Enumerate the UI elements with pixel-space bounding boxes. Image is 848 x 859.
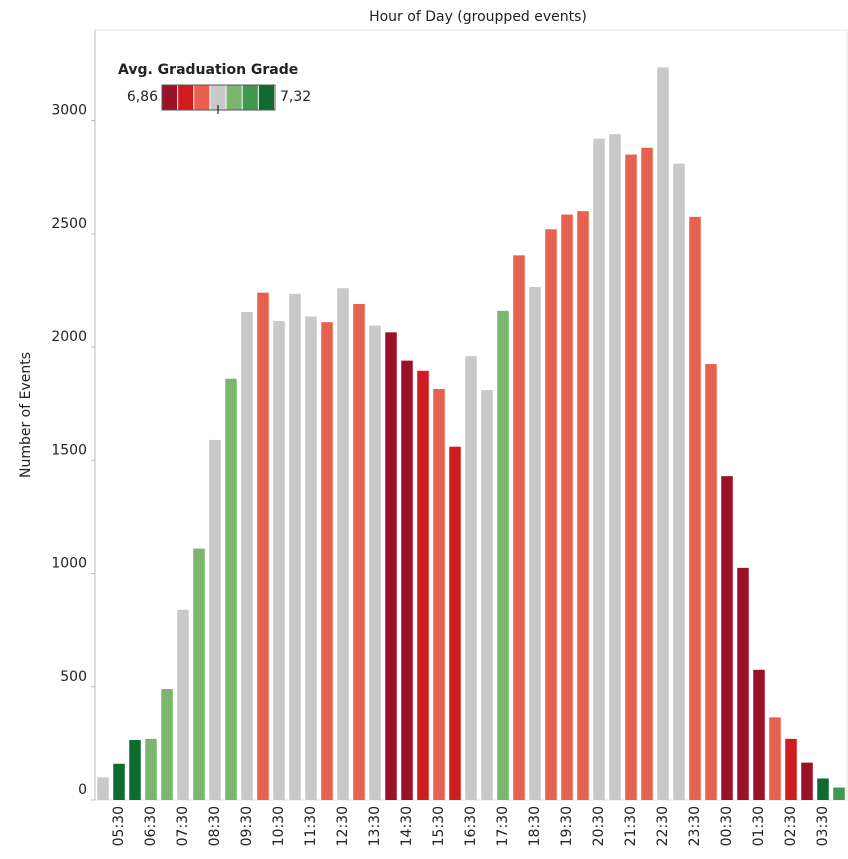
x-tick-label: 20:30 [591,806,607,846]
chart-title: Hour of Day (groupped events) [369,9,587,25]
x-tick-label: 09:30 [239,806,255,846]
x-tick-label: 02:30 [783,806,799,846]
bar [753,669,765,800]
x-tick-label: 17:30 [495,806,511,846]
bar [113,763,125,800]
x-tick-label: 10:30 [271,806,287,846]
legend-swatch [210,85,226,110]
y-tick-label: 1000 [51,556,87,572]
bar [577,211,589,801]
x-tick-label: 18:30 [527,806,543,846]
y-axis-label: Number of Events [18,352,34,478]
legend-swatch [194,85,210,110]
bar [369,325,381,800]
bar [97,777,109,800]
legend-title: Avg. Graduation Grade [118,62,298,78]
legend-swatch [242,85,258,110]
x-tick-label: 11:30 [303,806,319,846]
bar [609,134,621,801]
bar [529,287,541,800]
bar [129,739,141,800]
x-tick-label: 12:30 [335,806,351,846]
x-tick-label: 14:30 [399,806,415,846]
bar [225,378,237,800]
bar [817,778,829,800]
bar [177,609,189,800]
legend-swatch [162,85,178,110]
bar [385,332,397,800]
x-tick-label: 22:30 [655,806,671,846]
bar [721,476,733,800]
bar [209,439,221,800]
y-tick-label: 2000 [51,329,87,345]
bar [785,738,797,800]
y-tick-label: 2500 [51,216,87,232]
bar [625,154,637,800]
legend-swatch [178,85,194,110]
bar [449,446,461,800]
x-tick-label: 07:30 [175,806,191,846]
x-tick-label: 16:30 [463,806,479,846]
bar [273,321,285,800]
bar [801,762,813,800]
bar [705,364,717,800]
bar [465,356,477,800]
x-tick-label: 01:30 [751,806,767,846]
bar [161,689,173,800]
legend-min: 6,86 [127,89,158,105]
bar [401,360,413,800]
y-tick-label: 3000 [51,103,87,119]
x-tick-label: 06:30 [143,806,159,846]
bar [481,390,493,800]
bar [289,293,301,800]
bar [545,229,557,800]
y-tick-label: 0 [78,782,87,798]
bar [657,67,669,800]
bar [193,548,205,800]
bar [497,310,509,800]
x-tick-label: 03:30 [815,806,831,846]
legend-swatch [258,85,274,110]
bar [513,255,525,800]
x-tick-label: 21:30 [623,806,639,846]
bar [145,738,157,800]
y-tick-label: 500 [60,669,87,685]
x-tick-label: 19:30 [559,806,575,846]
x-tick-label: 05:30 [111,806,127,846]
x-tick-label: 00:30 [719,806,735,846]
bar [433,388,445,800]
x-tick-label: 23:30 [687,806,703,846]
bar [593,138,605,801]
bar [737,567,749,800]
bar [321,322,333,800]
bar [417,370,429,800]
y-tick-label: 1500 [51,442,87,458]
bar [769,717,781,800]
bar [353,304,365,800]
bar [257,292,269,800]
x-tick-label: 13:30 [367,806,383,846]
bar [241,311,253,800]
bar [833,787,845,800]
bar [305,316,317,800]
legend-max: 7,32 [280,89,311,105]
legend-swatch [226,85,242,110]
x-tick-label: 08:30 [207,806,223,846]
bar [689,216,701,800]
x-tick-label: 15:30 [431,806,447,846]
bar [337,288,349,800]
bar [673,163,685,800]
bar [641,147,653,800]
bar [561,214,573,800]
